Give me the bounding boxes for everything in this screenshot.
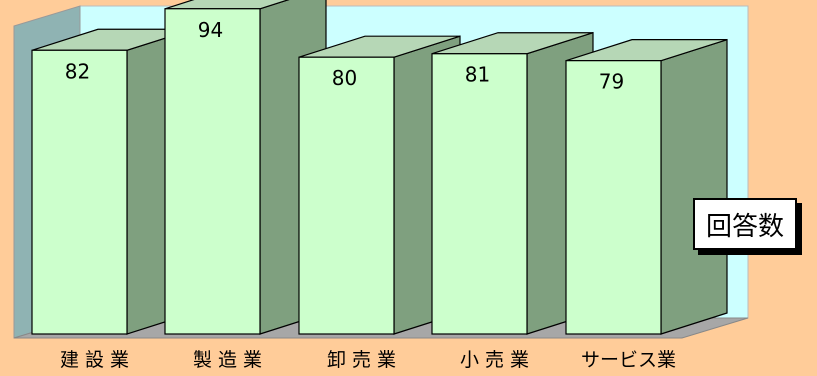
bar-value-label: 79 [599, 70, 624, 94]
category-label: 卸 売 業 [327, 349, 396, 371]
category-label: 製 造 業 [193, 349, 262, 371]
bars-group: 82 94 80 81 79 [31, 0, 728, 335]
bar-value-label: 94 [198, 18, 223, 42]
bar-side [660, 38, 728, 335]
bar-front [431, 53, 528, 335]
category-labels: 建 設 業 製 造 業 卸 売 業 小 売 業 サービス業 [60, 349, 676, 371]
category-label: 建 設 業 [60, 349, 129, 371]
category-label: サービス業 [581, 349, 676, 371]
category-label: 小 売 業 [460, 349, 529, 371]
legend-label: 回答数 [705, 211, 784, 242]
legend: 回答数 [693, 198, 797, 250]
bar-value-label: 81 [465, 63, 490, 87]
bar-value-label: 82 [65, 59, 90, 83]
bar-value-label: 80 [332, 66, 357, 90]
bar-front [298, 56, 395, 335]
bar-front [565, 60, 662, 335]
bar-front [164, 8, 261, 335]
bar-front [31, 49, 128, 335]
bar: 79 [565, 38, 728, 335]
